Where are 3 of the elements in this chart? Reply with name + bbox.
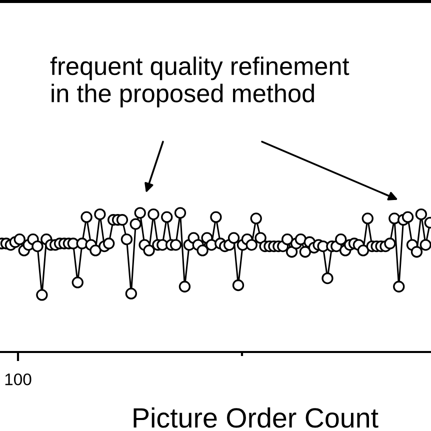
x-axis-title: Picture Order Count <box>134 407 378 428</box>
text: 100 <box>5 373 32 386</box>
text: frequent quality refinement in the proposed method <box>50 56 350 108</box>
